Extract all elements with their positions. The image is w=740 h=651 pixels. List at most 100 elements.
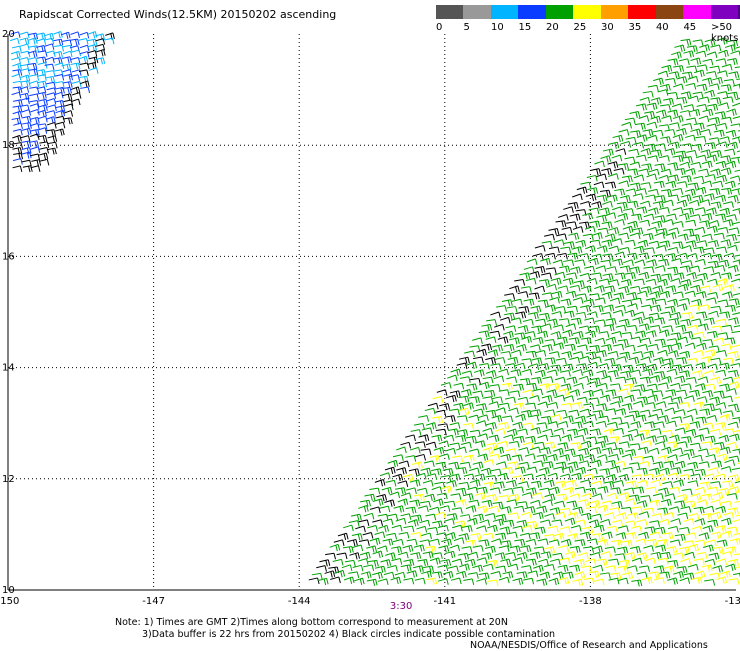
wind-barb — [375, 566, 385, 573]
wind-barb — [717, 142, 727, 148]
wind-barb — [560, 247, 570, 253]
wind-barb — [604, 286, 614, 293]
wind-barb — [717, 123, 727, 129]
wind-barb — [566, 291, 576, 298]
wind-barb — [460, 377, 470, 383]
wind-barb — [618, 526, 628, 532]
wind-barb — [630, 547, 640, 554]
wind-barb — [734, 533, 740, 540]
wind-barb — [643, 234, 653, 241]
wind-barb — [581, 566, 591, 572]
wind-barb — [72, 93, 81, 99]
wind-barb — [684, 469, 694, 475]
wind-barb — [445, 532, 455, 539]
wind-barb — [439, 441, 449, 447]
wind-barb — [582, 213, 592, 220]
wind-barb — [422, 428, 432, 434]
wind-barb — [726, 161, 736, 168]
wind-barb — [394, 506, 404, 513]
wind-barb — [71, 50, 80, 56]
wind-barb — [685, 83, 695, 89]
wind-barb — [47, 122, 56, 128]
wind-barb — [721, 240, 731, 247]
wind-barb — [688, 325, 698, 331]
wind-barb — [488, 580, 498, 586]
wind-barb — [666, 181, 676, 188]
lon-tick-label: -147 — [142, 596, 165, 607]
wind-barb — [703, 109, 713, 116]
wind-barb — [594, 182, 604, 188]
wind-barb — [675, 376, 685, 383]
wind-barb — [559, 578, 569, 585]
wind-barb — [633, 352, 643, 358]
wind-barb — [678, 337, 688, 343]
wind-barb — [473, 514, 483, 521]
wind-barb — [734, 501, 740, 507]
wind-barb — [665, 78, 675, 84]
wind-barb — [715, 370, 725, 376]
wind-barb — [737, 410, 740, 417]
wind-barb — [688, 96, 698, 102]
wind-barb — [725, 460, 735, 466]
wind-barb — [651, 552, 661, 559]
wind-barb — [597, 383, 607, 389]
wind-barb — [549, 540, 559, 546]
wind-barb — [630, 111, 640, 118]
wind-barb — [489, 506, 499, 512]
wind-barb — [478, 434, 488, 440]
wind-barb — [460, 515, 470, 521]
wind-barb — [45, 76, 54, 82]
wind-barb — [728, 318, 738, 325]
wind-barb — [732, 189, 740, 196]
wind-barb — [639, 324, 649, 331]
wind-barb — [654, 233, 664, 239]
wind-barb — [699, 45, 709, 52]
wind-barb — [580, 409, 590, 415]
wind-barb — [39, 153, 48, 160]
wind-barb — [461, 390, 471, 397]
wind-barb — [706, 208, 716, 215]
wind-barb — [448, 462, 458, 469]
wind-barb — [699, 462, 709, 468]
wind-barb — [542, 241, 552, 247]
wind-barb — [721, 156, 731, 162]
wind-barb — [646, 279, 656, 285]
wind-barb — [344, 577, 354, 584]
wind-barb — [80, 32, 89, 38]
wind-barb — [673, 292, 683, 298]
wind-barb — [477, 487, 487, 494]
wind-barb — [55, 82, 64, 88]
wind-barb — [559, 319, 569, 325]
wind-barb — [565, 518, 575, 525]
wind-barb — [514, 540, 524, 546]
wind-barb — [450, 545, 460, 551]
wind-barb — [685, 189, 695, 196]
wind-barb — [555, 377, 565, 383]
wind-barb — [713, 284, 723, 291]
wind-barb — [630, 131, 640, 137]
wind-barb — [692, 455, 702, 461]
wind-barb — [601, 376, 611, 382]
wind-barb — [433, 397, 443, 403]
wind-barb — [548, 526, 558, 532]
wind-barb — [426, 578, 436, 584]
wind-barb — [721, 188, 731, 194]
wind-barb — [572, 194, 582, 200]
wind-barb — [653, 462, 663, 469]
wind-barb — [432, 435, 442, 442]
wind-barb — [531, 306, 541, 313]
wind-barb — [398, 552, 408, 558]
wind-barb — [491, 539, 501, 545]
wind-barb — [613, 344, 623, 350]
wind-barb — [571, 318, 581, 324]
wind-barb — [631, 580, 641, 586]
wind-barb — [733, 116, 740, 122]
wind-barb — [651, 480, 661, 486]
scale-swatch — [491, 5, 519, 19]
scale-label: >50 knots — [711, 22, 740, 44]
wind-barb — [605, 566, 615, 572]
wind-barb — [683, 415, 693, 421]
wind-barb — [558, 565, 568, 572]
wind-barb — [700, 129, 710, 135]
wind-barb — [673, 208, 683, 214]
